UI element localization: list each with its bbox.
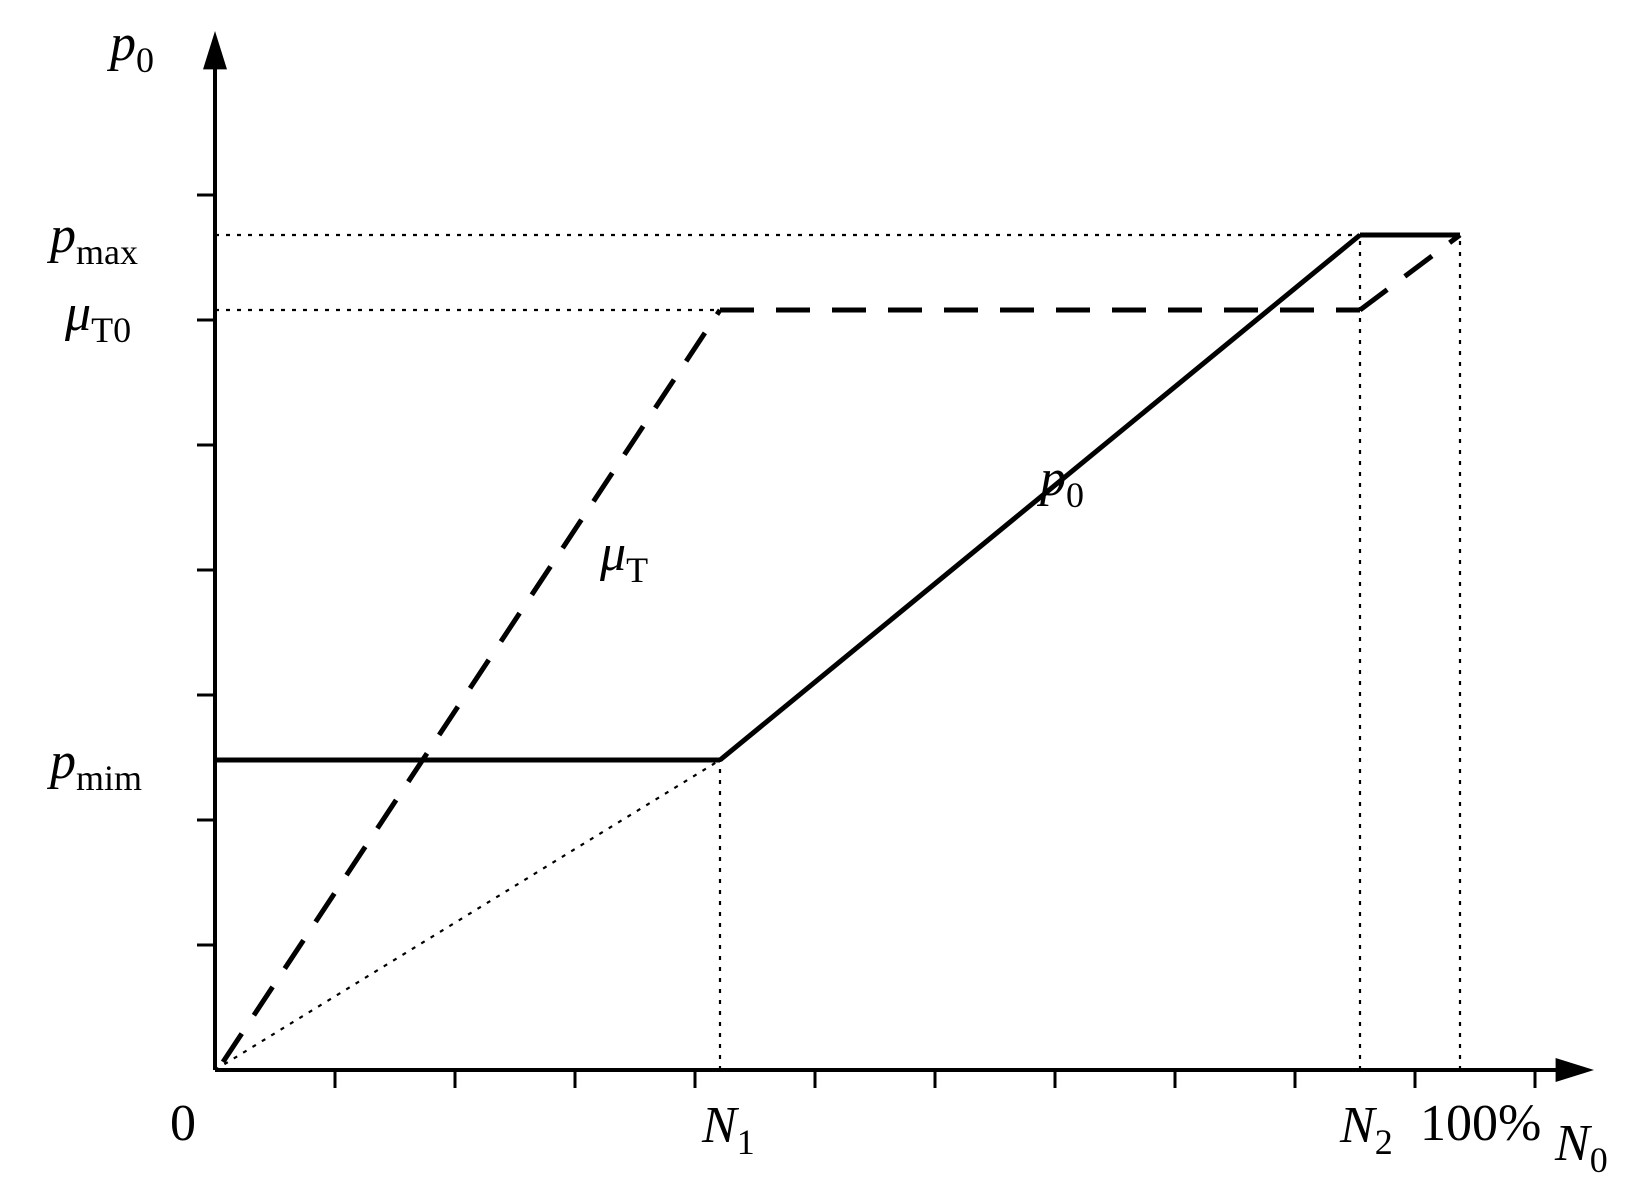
text-span: 0 (113, 310, 131, 350)
text-span: mim (76, 758, 142, 798)
text-span: p (46, 733, 76, 790)
text-span: N (1339, 1097, 1378, 1154)
text-span: μ (599, 525, 626, 582)
text-span: T (91, 310, 113, 350)
origin-label: 0 (170, 1095, 196, 1152)
text-span: 0 (1066, 475, 1084, 515)
text-span: p (1036, 450, 1066, 507)
line-chart: p0N0pmaxμT0pmim0N1N2100%μTp0 (0, 0, 1629, 1177)
text-span: μ (64, 285, 91, 342)
text-span: 0 (136, 40, 154, 80)
text-span: T (626, 550, 648, 590)
text-span: max (76, 232, 138, 272)
text-span: N (1554, 1115, 1593, 1172)
text-span: N (701, 1097, 740, 1154)
text-span: 1 (737, 1122, 755, 1162)
x-tick-100: 100% (1420, 1095, 1541, 1152)
text-span: 2 (1375, 1122, 1393, 1162)
chart-container: p0N0pmaxμT0pmim0N1N2100%μTp0 (0, 0, 1629, 1177)
text-span: p (106, 15, 136, 72)
text-span: p (46, 207, 76, 264)
chart-bg (0, 0, 1629, 1177)
text-span: 0 (1590, 1140, 1608, 1177)
